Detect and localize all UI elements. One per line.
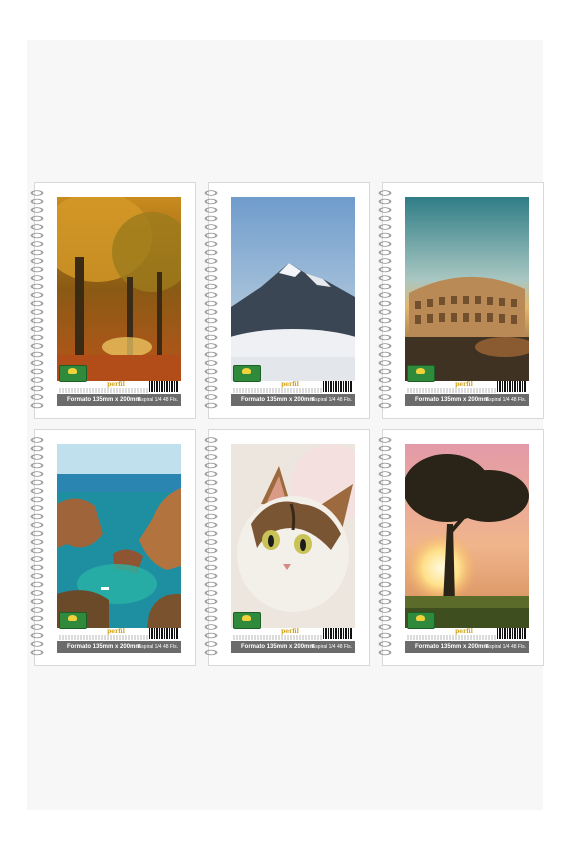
notebook-coastal-cliffs: perfil Formato 135mm x 200mm Espiral 1/4… bbox=[26, 429, 196, 666]
brand-logo bbox=[407, 365, 435, 382]
spiral-binding bbox=[200, 436, 222, 658]
barcode bbox=[149, 628, 179, 639]
barcode bbox=[497, 381, 527, 392]
spiral-binding bbox=[374, 436, 396, 658]
spiral-binding bbox=[26, 436, 48, 658]
spec-band: Formato 135mm x 200mm Espiral 1/4 48 Fls… bbox=[231, 394, 355, 406]
format-label: Formato 135mm x 200mm bbox=[415, 644, 489, 650]
barcode bbox=[323, 381, 353, 392]
cat-portrait-icon bbox=[231, 444, 355, 628]
brand-name: perfil bbox=[455, 628, 473, 635]
fine-print bbox=[407, 635, 497, 640]
cover-footer: perfil Formato 135mm x 200mm Espiral 1/4… bbox=[405, 612, 529, 654]
notebook-cat-portrait: perfil Formato 135mm x 200mm Espiral 1/4… bbox=[200, 429, 370, 666]
coastal-cliffs-icon bbox=[57, 444, 181, 628]
spiral-label: Espiral 1/4 48 Fls. bbox=[485, 397, 526, 403]
cover-footer: perfil Formato 135mm x 200mm Espiral 1/4… bbox=[231, 365, 355, 407]
barcode bbox=[323, 628, 353, 639]
spiral-binding bbox=[374, 189, 396, 411]
barcode bbox=[497, 628, 527, 639]
format-label: Formato 135mm x 200mm bbox=[241, 397, 315, 403]
snowy-mountain-icon bbox=[231, 197, 355, 381]
spec-band: Formato 135mm x 200mm Espiral 1/4 48 Fls… bbox=[57, 641, 181, 653]
cover-footer: perfil Formato 135mm x 200mm Espiral 1/4… bbox=[405, 365, 529, 407]
colosseum-icon bbox=[405, 197, 529, 381]
spiral-binding bbox=[200, 189, 222, 411]
fine-print bbox=[233, 388, 323, 393]
brand-name: perfil bbox=[107, 381, 125, 388]
spiral-label: Espiral 1/4 48 Fls. bbox=[311, 644, 352, 650]
format-label: Formato 135mm x 200mm bbox=[67, 644, 141, 650]
cover-footer: perfil Formato 135mm x 200mm Espiral 1/4… bbox=[57, 365, 181, 407]
brand-name: perfil bbox=[107, 628, 125, 635]
spec-band: Formato 135mm x 200mm Espiral 1/4 48 Fls… bbox=[57, 394, 181, 406]
notebook-colosseum: perfil Formato 135mm x 200mm Espiral 1/4… bbox=[374, 182, 544, 419]
spiral-label: Espiral 1/4 48 Fls. bbox=[137, 397, 178, 403]
notebook-sunset-tree: perfil Formato 135mm x 200mm Espiral 1/4… bbox=[374, 429, 544, 666]
brand-name: perfil bbox=[281, 628, 299, 635]
spiral-binding bbox=[26, 189, 48, 411]
fine-print bbox=[59, 635, 149, 640]
spec-band: Formato 135mm x 200mm Espiral 1/4 48 Fls… bbox=[231, 641, 355, 653]
format-label: Formato 135mm x 200mm bbox=[241, 644, 315, 650]
cover-footer: perfil Formato 135mm x 200mm Espiral 1/4… bbox=[231, 612, 355, 654]
autumn-forest-icon bbox=[57, 197, 181, 381]
brand-logo bbox=[407, 612, 435, 629]
format-label: Formato 135mm x 200mm bbox=[415, 397, 489, 403]
barcode bbox=[149, 381, 179, 392]
fine-print bbox=[59, 388, 149, 393]
spiral-label: Espiral 1/4 48 Fls. bbox=[311, 397, 352, 403]
brand-logo bbox=[233, 612, 261, 629]
brand-name: perfil bbox=[281, 381, 299, 388]
product-stage: perfil Formato 135mm x 200mm Espiral 1/4… bbox=[26, 40, 544, 810]
cover-footer: perfil Formato 135mm x 200mm Espiral 1/4… bbox=[57, 612, 181, 654]
spec-band: Formato 135mm x 200mm Espiral 1/4 48 Fls… bbox=[405, 641, 529, 653]
fine-print bbox=[233, 635, 323, 640]
brand-logo bbox=[233, 365, 261, 382]
notebook-autumn-forest: perfil Formato 135mm x 200mm Espiral 1/4… bbox=[26, 182, 196, 419]
spec-band: Formato 135mm x 200mm Espiral 1/4 48 Fls… bbox=[405, 394, 529, 406]
spiral-label: Espiral 1/4 48 Fls. bbox=[485, 644, 526, 650]
sunset-tree-icon bbox=[405, 444, 529, 628]
fine-print bbox=[407, 388, 497, 393]
brand-logo bbox=[59, 365, 87, 382]
brand-logo bbox=[59, 612, 87, 629]
brand-name: perfil bbox=[455, 381, 473, 388]
format-label: Formato 135mm x 200mm bbox=[67, 397, 141, 403]
spiral-label: Espiral 1/4 48 Fls. bbox=[137, 644, 178, 650]
notebook-snowy-mountain: perfil Formato 135mm x 200mm Espiral 1/4… bbox=[200, 182, 370, 419]
